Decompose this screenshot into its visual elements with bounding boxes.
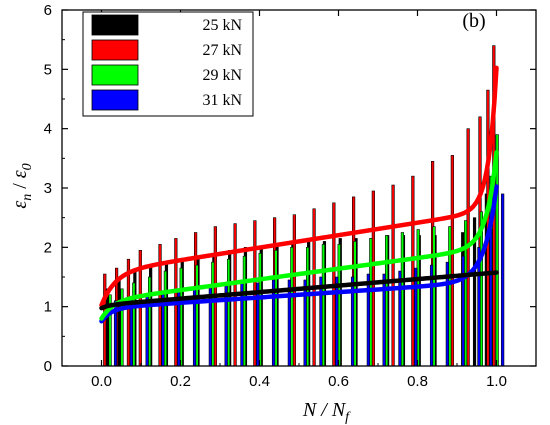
x-axis-title-sub: f [345,410,351,425]
y-tick-label: 4 [44,121,52,138]
x-axis-title-base: N / N [302,399,347,421]
legend-swatch-25kn [91,14,139,36]
y-axis-title-num-sub: n [20,194,35,201]
legend-label-29kn: 29 kN [202,67,242,84]
y-tick-label: 0 [44,358,52,375]
bar-31kn-22 [461,255,465,367]
bar-31kn-25 [501,193,505,367]
legend-label-25kn: 25 kN [202,17,242,34]
bar-27kn-15 [371,190,375,367]
x-tick-label: 0.8 [407,373,428,390]
bar-31kn-19 [414,267,418,367]
axis-tick-labels: 0.0 0.2 0.4 0.6 0.8 1.0 0 1 2 3 4 5 6 [44,2,507,390]
panel-label: (b) [462,10,485,32]
y-axis-title-num: ε [9,201,31,209]
fit-curve-25kn [99,270,499,311]
y-tick-label: 2 [44,239,52,256]
bar-31kn-13 [319,276,323,367]
legend-items: 25 kN 27 kN 29 kN 31 kN [91,14,242,111]
x-tick-label: 0.4 [249,373,270,390]
bar-31kn-20 [429,264,434,367]
fit-curve-31kn [99,184,499,324]
bar-27kn-19 [450,155,454,367]
bar-31kn-18 [398,270,402,367]
bar-27kn-17 [411,175,415,367]
fit-curve-27kn [99,65,499,308]
axis-ticks [62,9,536,367]
y-axis-title-den-sub: 0 [20,163,35,170]
y-axis-title: εn / ε0 [9,163,35,208]
legend-swatch-31kn [91,89,139,111]
x-axis-title: N / Nf [302,399,351,425]
x-tick-label: 0.6 [328,373,349,390]
legend-swatch-27kn [91,39,139,61]
legend-label-27kn: 27 kN [202,42,242,59]
y-tick-label: 5 [44,61,52,78]
legend: 25 kN 27 kN 29 kN 31 kN [82,11,254,117]
legend-swatch-29kn [91,64,139,86]
y-axis-title-den: ε [9,170,31,178]
y-axis-title-sep: / [9,178,31,194]
x-tick-label: 0.2 [170,373,191,390]
y-tick-label: 6 [44,2,52,19]
x-tick-label: 0.0 [91,373,112,390]
fit-curve-29kn [99,150,499,321]
bar-31kn-24 [489,229,493,367]
fit-curve-group [99,65,499,324]
y-tick-label: 3 [44,180,52,197]
x-tick-label: 1.0 [486,373,507,390]
legend-label-31kn: 31 kN [202,92,242,109]
bar-31kn-11 [287,279,291,367]
bar-27kn-16 [391,184,395,367]
y-tick-label: 1 [44,299,52,316]
